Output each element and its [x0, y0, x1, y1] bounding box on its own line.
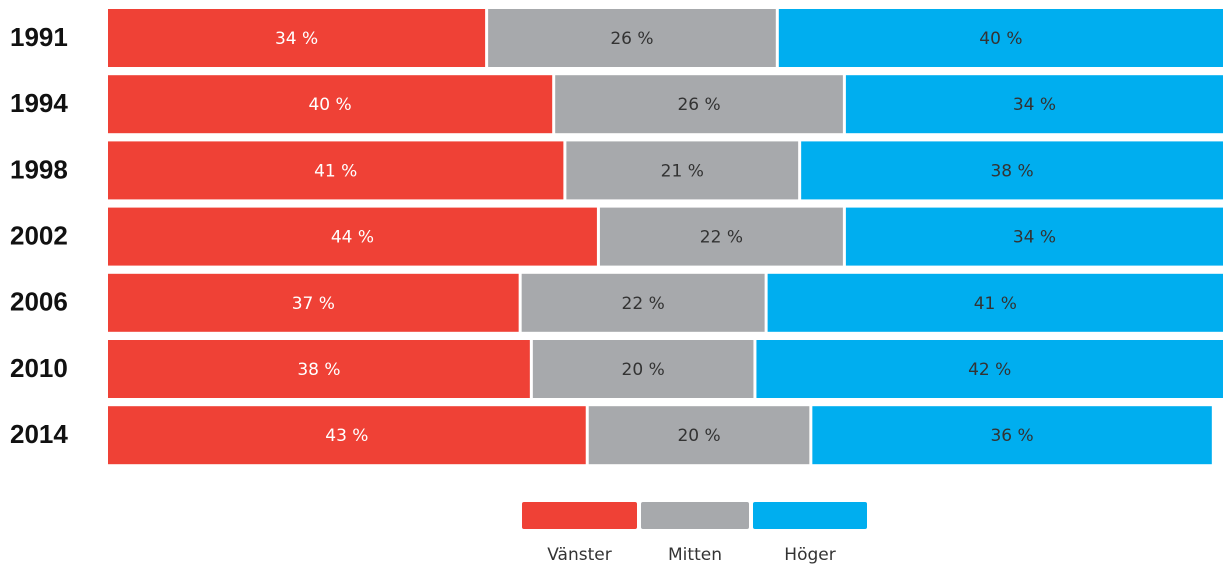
value-label: 34 %	[1013, 228, 1056, 248]
legend-label: Höger	[784, 545, 835, 565]
value-label: 40 %	[308, 95, 351, 115]
value-label: 41 %	[314, 161, 357, 181]
value-label: 42 %	[968, 360, 1011, 380]
value-label: 26 %	[677, 95, 720, 115]
bar-segment	[566, 141, 799, 200]
bar-segment	[845, 75, 1223, 134]
value-label: 21 %	[661, 161, 704, 181]
bar-segment	[555, 75, 843, 134]
bar-segment	[756, 340, 1223, 398]
value-label: 44 %	[331, 228, 374, 248]
value-label: 40 %	[979, 29, 1022, 49]
bar-segment	[108, 207, 597, 266]
bar-segment	[108, 406, 586, 465]
value-label: 22 %	[700, 228, 743, 248]
value-label: 38 %	[297, 360, 340, 380]
bar-segment	[532, 340, 754, 398]
legend-swatch	[522, 502, 637, 529]
bar-segment	[812, 406, 1212, 465]
y-tick-label: 2006	[10, 287, 68, 317]
value-label: 41 %	[974, 294, 1017, 314]
bar-segment	[767, 273, 1223, 332]
bar-segment	[488, 9, 776, 67]
bar-segment	[588, 406, 810, 465]
bar-segment	[801, 141, 1223, 200]
y-tick-label: 1991	[10, 22, 68, 52]
bar-segment	[108, 273, 519, 332]
bar-segment	[521, 273, 765, 332]
legend-swatch	[641, 502, 749, 529]
value-label: 34 %	[1013, 95, 1056, 115]
value-label: 34 %	[275, 29, 318, 49]
value-label: 20 %	[677, 426, 720, 446]
bar-segment	[108, 9, 486, 67]
legend-label: Mitten	[668, 545, 722, 565]
value-label: 36 %	[990, 426, 1033, 446]
y-tick-label: 2002	[10, 220, 68, 250]
value-label: 20 %	[622, 360, 665, 380]
y-tick-label: 2014	[10, 419, 68, 449]
value-label: 38 %	[990, 161, 1033, 181]
value-label: 43 %	[325, 426, 368, 446]
y-tick-label: 1994	[10, 88, 68, 118]
bar-segment	[599, 207, 843, 266]
bar-segment	[845, 207, 1223, 266]
legend-label: Vänster	[547, 545, 611, 565]
bar-segment	[778, 9, 1223, 67]
bar-segment	[108, 75, 553, 134]
value-label: 26 %	[610, 29, 653, 49]
bar-segment	[108, 141, 564, 200]
value-label: 37 %	[292, 294, 335, 314]
y-tick-label: 1998	[10, 154, 68, 184]
legend-swatch	[753, 502, 867, 529]
y-tick-label: 2010	[10, 353, 68, 383]
bar-segment	[108, 340, 530, 398]
value-label: 22 %	[622, 294, 665, 314]
